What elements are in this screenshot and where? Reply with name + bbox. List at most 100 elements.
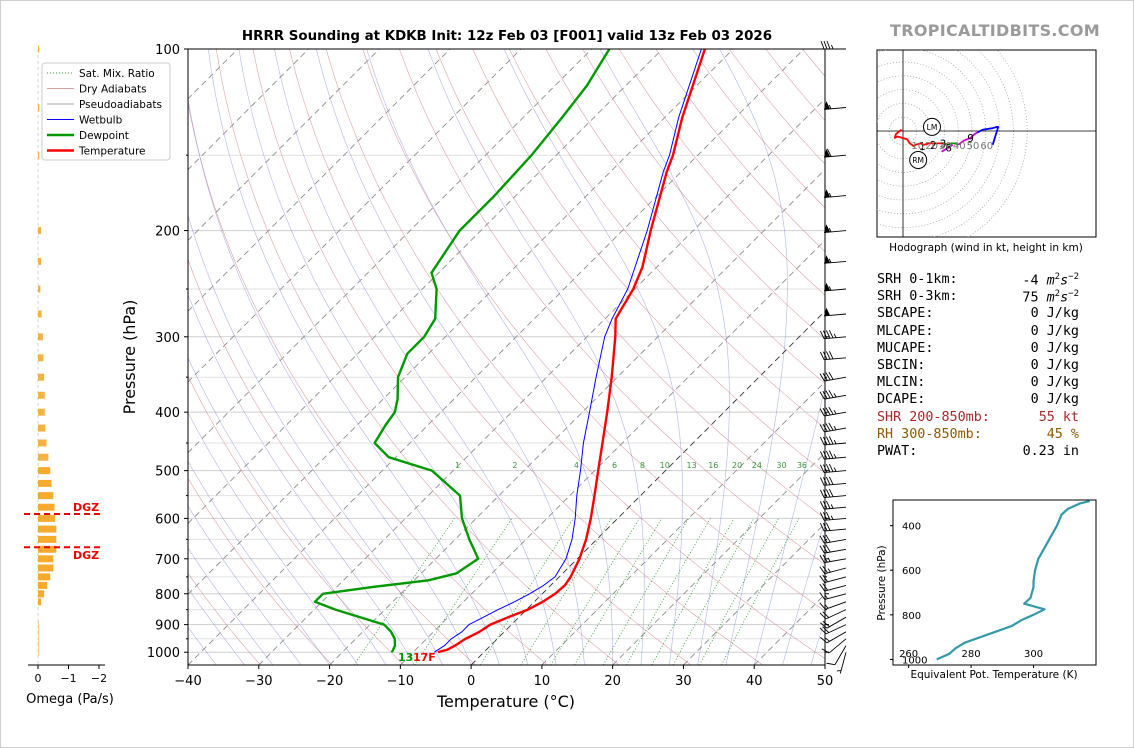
- isotherm-line: [612, 452, 825, 665]
- stat-value: 55 kt: [1038, 409, 1079, 425]
- barb-full: [819, 545, 825, 554]
- wind-barb: [820, 616, 847, 629]
- hodograph-height-label: 9: [967, 133, 974, 145]
- barb-full: [825, 372, 831, 381]
- barb-full: [822, 330, 828, 339]
- omega-bar: [38, 581, 48, 589]
- barb-full: [822, 512, 828, 521]
- mixing-ratio-label: 8: [640, 461, 645, 470]
- theta-e-line: [936, 500, 1091, 661]
- barb-full: [819, 451, 825, 460]
- theta-y-tick-label: 800: [902, 611, 921, 622]
- barb-half: [833, 454, 837, 459]
- omega-bar: [38, 525, 57, 533]
- stat-rh: RH 300-850mb: 45 %: [877, 427, 1097, 444]
- mixing-ratio-line: [699, 518, 779, 665]
- mixing-ratio-line: [550, 518, 640, 665]
- omega-bar: [38, 564, 54, 572]
- barb-full: [828, 476, 834, 485]
- barb-staff: [824, 376, 847, 382]
- dry-adiabat: [362, 49, 825, 612]
- isotherm-line: [188, 49, 451, 312]
- barb-full: [820, 637, 828, 644]
- wind-barb: [824, 189, 847, 198]
- legend-pseudoadiabats: Pseudoadiabats: [47, 99, 162, 111]
- barb-half: [833, 333, 837, 338]
- mixing-ratio-line: [574, 518, 663, 665]
- stat-pwat: PWAT: 0.23 in: [877, 444, 1097, 461]
- legend-sat-mix-ratio: Sat. Mix. Ratio: [47, 68, 155, 80]
- wind-barb: [819, 330, 847, 340]
- theta-e-axis-ticks: 260 280 300 400 600 800 1000: [890, 522, 1043, 668]
- barb-full: [825, 500, 831, 509]
- wind-barb: [819, 609, 847, 620]
- barb-staff: [824, 558, 847, 564]
- stat-label: PWAT:: [877, 443, 918, 459]
- dewpoint-profile: [313, 49, 611, 653]
- dry-adiabat: [435, 49, 825, 519]
- legend-dry-adiabats: Dry Adiabats: [47, 84, 147, 96]
- dry-adiabat: [215, 49, 620, 665]
- theta-e-y-label: Pressure (hPa): [876, 545, 888, 620]
- isotherm-line: [400, 239, 825, 665]
- wind-barb: [824, 101, 847, 110]
- hodograph-caption: Hodograph (wind in kt, height in km): [889, 242, 1083, 254]
- wind-barb: [836, 652, 847, 674]
- y-tick-label: 200: [155, 225, 180, 240]
- barb-full: [819, 489, 825, 498]
- x-tick-label: 0: [467, 674, 475, 689]
- wind-barb: [819, 592, 847, 600]
- barb-full: [819, 627, 827, 635]
- barb-full: [819, 523, 825, 532]
- hodograph: 1 2 36 9 LM RM: [877, 50, 1096, 237]
- barb-staff: [824, 357, 847, 361]
- stat-label: DCAPE:: [877, 392, 926, 408]
- barb-staff: [824, 593, 847, 600]
- theta-x-tick-label: 280: [962, 649, 981, 660]
- hodograph-trace: [893, 128, 945, 148]
- barb-half: [828, 258, 832, 263]
- temperature-axis-ticks: −40 −30 −20 −10 0 10 20 30 40 50: [174, 665, 833, 689]
- omega-bar: [38, 424, 46, 432]
- stat-mlcape: MLCAPE: 0 J/kg: [877, 324, 1097, 341]
- barb-staff: [824, 528, 847, 532]
- hodograph-ring-label: 20: [925, 141, 938, 152]
- omega-bar: [38, 598, 42, 606]
- stat-number: 75: [1022, 290, 1039, 306]
- barb-full: [819, 391, 825, 400]
- wind-barb: [819, 601, 847, 610]
- wetbulb-profile: [434, 49, 702, 653]
- pseudoadiabat: [188, 214, 444, 665]
- barb-half: [828, 286, 832, 291]
- brand-logo-text: TROPICALTIDBITS.COM: [890, 21, 1100, 40]
- legend-wetbulb: Wetbulb: [47, 115, 123, 127]
- barb-full: [822, 351, 828, 360]
- pseudoadiabat: [753, 385, 825, 665]
- stat-value: 0 J/kg: [1030, 323, 1079, 339]
- barb-staff: [825, 624, 847, 635]
- pseudoadiabat: [208, 49, 500, 665]
- theta-e-x-label: Equivalent Pot. Temperature (K): [910, 669, 1077, 681]
- storm-motion-label: RM: [912, 156, 924, 165]
- barb-staff: [824, 411, 847, 417]
- x-tick-label: 40: [746, 674, 763, 689]
- barb-staff: [824, 495, 847, 498]
- wind-barb: [819, 554, 847, 564]
- omega-bar: [38, 354, 44, 362]
- stat-label: MUCAPE:: [877, 340, 934, 356]
- y-tick-label: 100: [155, 43, 180, 58]
- barb-full: [819, 330, 825, 339]
- hodograph-ring-label: 10: [911, 141, 924, 152]
- pseudoadiabat: [188, 547, 274, 665]
- barb-full: [822, 554, 828, 563]
- barb-full: [819, 535, 825, 544]
- x-tick-label: −20: [316, 674, 343, 689]
- stat-value: -4 m2s−2: [1022, 272, 1079, 289]
- pseudoadiabat: [316, 49, 585, 665]
- isotherm-line: [188, 49, 522, 383]
- barb-pennant: [824, 189, 831, 198]
- legend-label: Dewpoint: [79, 130, 129, 142]
- omega-bar: [38, 439, 47, 447]
- barb-full: [828, 406, 834, 415]
- omega-bar: [38, 151, 40, 159]
